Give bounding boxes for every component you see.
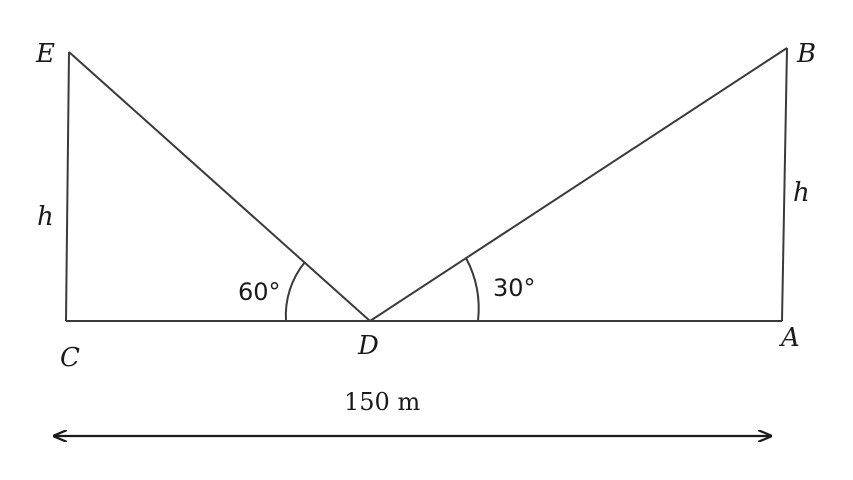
angle-arc-left [284, 261, 306, 322]
distance-label: 150 m [344, 388, 420, 416]
point-label-a: A [779, 323, 800, 353]
angle-label-left: 60° [238, 278, 281, 306]
pole-ba [781, 47, 788, 322]
point-label-b: B [796, 39, 816, 69]
height-label-left: h [37, 202, 54, 232]
point-label-c: C [60, 343, 80, 373]
angle-label-right: 30° [493, 274, 536, 302]
point-label-d: D [357, 331, 379, 361]
sightline-ed [68, 51, 371, 322]
pole-ec [65, 51, 70, 322]
height-label-right: h [793, 178, 810, 208]
sightline-bd [369, 47, 788, 322]
angle-arc-right [465, 257, 480, 322]
point-label-e: E [35, 39, 55, 69]
